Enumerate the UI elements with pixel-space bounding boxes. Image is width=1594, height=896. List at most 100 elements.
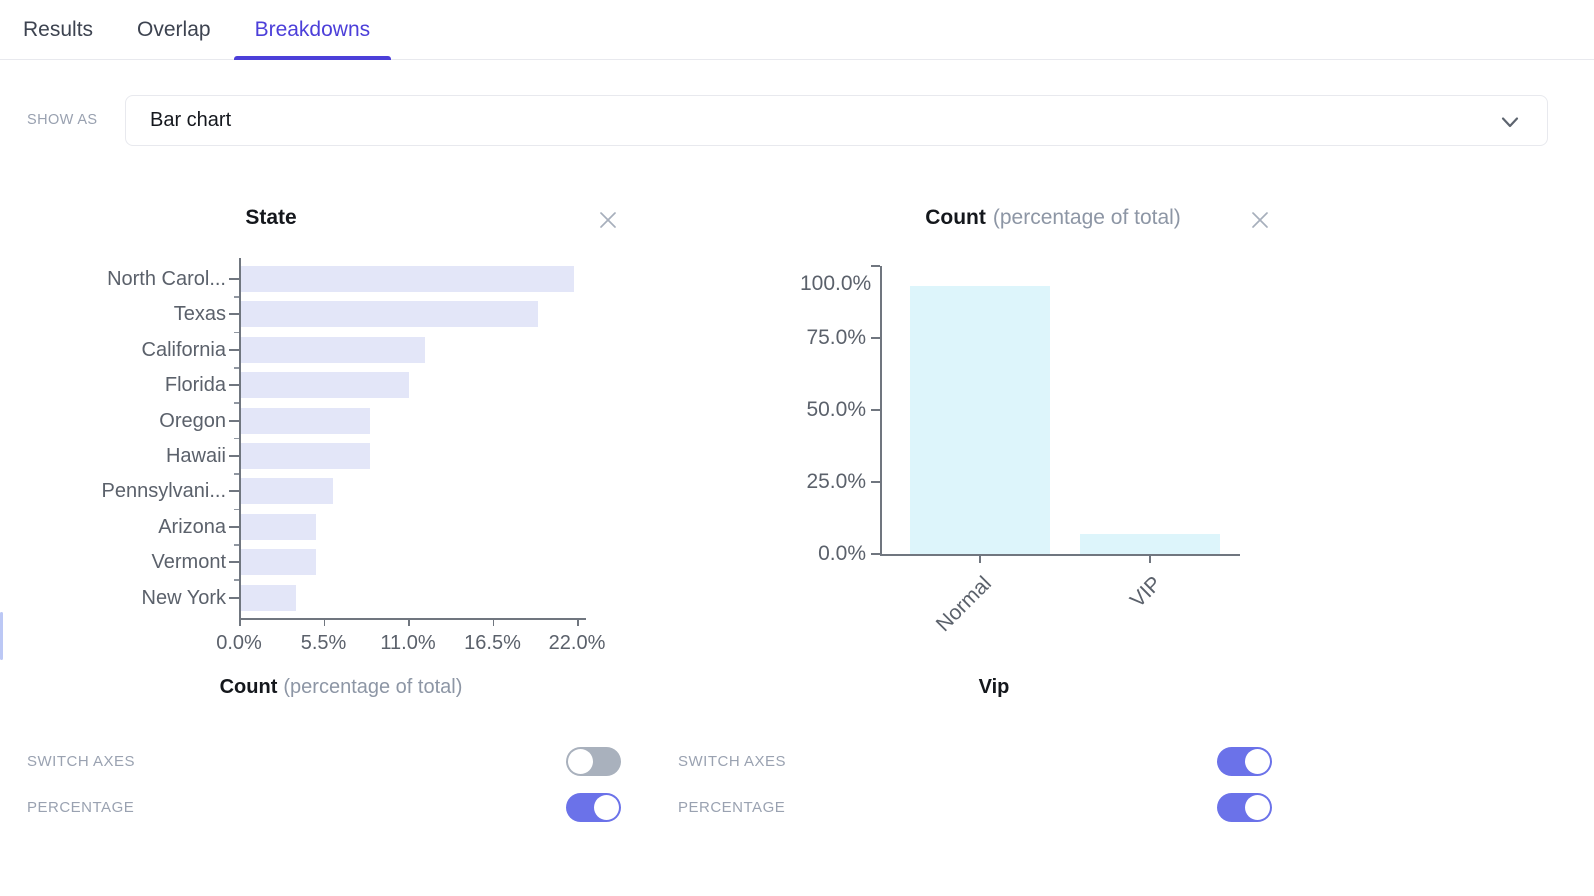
x-tick-label: 16.5% xyxy=(464,632,521,654)
category-tick xyxy=(229,384,239,387)
percentage-toggle-right[interactable] xyxy=(1217,793,1272,822)
y-tick xyxy=(871,265,880,267)
category-tick xyxy=(229,419,239,422)
vip-chart-title-main: Count xyxy=(925,206,986,229)
bar-oregon xyxy=(241,407,371,434)
minor-tick xyxy=(234,402,239,404)
y-tick-label: 25.0% xyxy=(806,470,866,493)
toggle-knob xyxy=(1245,795,1270,820)
bar-new-york xyxy=(241,584,297,611)
category-tick xyxy=(229,348,239,351)
y-tick-label: 50.0% xyxy=(806,398,866,421)
y-axis-line xyxy=(880,266,882,555)
x-tick xyxy=(323,618,325,626)
toggle-knob xyxy=(594,795,619,820)
category-tick xyxy=(229,561,239,564)
bar-vip xyxy=(1080,533,1220,554)
category-tick xyxy=(229,455,239,457)
bar-vermont xyxy=(241,549,317,576)
bar-normal xyxy=(910,286,1050,554)
category-label: North Carol... xyxy=(107,268,226,290)
toggle-knob xyxy=(568,749,593,774)
y-axis-line xyxy=(239,258,241,619)
minor-tick xyxy=(234,331,239,334)
y-tick-label: 100.0% xyxy=(800,272,872,295)
x-tick-label: 22.0% xyxy=(548,632,606,654)
x-tick-label: 11.0% xyxy=(380,632,436,654)
category-tick xyxy=(229,596,239,599)
left-edge-scroll-indicator xyxy=(0,612,3,660)
bar-pennsylvani xyxy=(241,478,334,505)
x-tick-label: 5.5% xyxy=(300,632,347,654)
category-label: Vermont xyxy=(151,551,226,574)
show-as-select[interactable]: Bar chart xyxy=(125,95,1548,146)
category-label: Hawaii xyxy=(165,445,226,467)
tabs-bar: Results Overlap Breakdowns xyxy=(0,0,1594,60)
category-label: Texas xyxy=(173,303,226,326)
category-label: New York xyxy=(141,586,227,609)
bar-arizona xyxy=(241,513,317,540)
show-as-value: Bar chart xyxy=(150,109,232,131)
x-category-label: Normal xyxy=(932,572,997,637)
switch-axes-toggle-right[interactable] xyxy=(1217,747,1272,776)
tab-breakdowns[interactable]: Breakdowns xyxy=(233,0,391,60)
category-tick xyxy=(229,313,239,316)
x-axis-title-main: Count xyxy=(219,676,278,698)
state-chart-title: State xyxy=(245,206,297,229)
minor-tick xyxy=(234,437,239,440)
x-axis-line xyxy=(880,554,1240,556)
bar-california xyxy=(241,336,426,363)
show-as-label: SHOW AS xyxy=(27,112,98,128)
category-tick xyxy=(229,278,239,280)
tab-overlap[interactable]: Overlap xyxy=(137,18,211,41)
close-icon[interactable] xyxy=(1250,210,1270,230)
x-tick xyxy=(492,618,494,626)
x-tick xyxy=(408,618,410,626)
vip-chart-title-sub: (percentage of total) xyxy=(992,206,1181,229)
x-tick xyxy=(239,618,241,626)
x-tick xyxy=(1149,555,1151,563)
y-tick xyxy=(871,553,880,555)
percentage-toggle-left[interactable] xyxy=(566,793,621,822)
x-tick xyxy=(979,555,981,563)
x-category-label: VIP xyxy=(1126,572,1167,613)
switch-axes-label-left: SWITCH AXES xyxy=(27,753,136,770)
minor-tick xyxy=(234,296,239,298)
x-axis-title: Count (percentage of total) xyxy=(220,676,463,699)
close-icon[interactable] xyxy=(598,210,618,230)
tab-results[interactable]: Results xyxy=(23,18,94,41)
category-label: Oregon xyxy=(159,409,226,432)
y-tick xyxy=(871,481,880,483)
category-label: California xyxy=(141,338,226,361)
x-axis-title: Vip xyxy=(978,676,1010,698)
minor-tick xyxy=(234,473,239,475)
minor-tick xyxy=(234,579,239,581)
bar-hawaii xyxy=(241,443,371,469)
x-tick-label: 0.0% xyxy=(216,632,262,654)
category-tick xyxy=(229,525,239,528)
vip-chart: Count (percentage of total) 100.0% 75.0% 50… xyxy=(800,190,1400,735)
x-axis-line xyxy=(239,618,586,620)
switch-axes-toggle-left[interactable] xyxy=(566,747,621,776)
category-tick xyxy=(229,490,239,493)
x-tick xyxy=(577,618,579,626)
chevron-down-icon xyxy=(1499,111,1521,133)
switch-axes-label-right: SWITCH AXES xyxy=(678,753,787,770)
y-tick xyxy=(871,409,880,411)
percentage-label-left: PERCENTAGE xyxy=(27,799,135,816)
bar-texas xyxy=(241,301,538,328)
minor-tick xyxy=(234,544,239,546)
category-label: Florida xyxy=(164,374,226,397)
state-chart: State North Carol... Texas California Flori… xyxy=(0,190,700,735)
minor-tick xyxy=(234,367,239,369)
y-tick-label: 0.0% xyxy=(818,542,866,565)
category-label: Pennsylvani... xyxy=(101,480,226,503)
y-tick xyxy=(871,337,880,339)
y-tick-label: 75.0% xyxy=(806,326,866,349)
bar-florida xyxy=(241,372,409,399)
category-label: Arizona xyxy=(158,515,226,538)
vip-chart-title: Count (percentage of total) xyxy=(925,206,1181,230)
percentage-label-right: PERCENTAGE xyxy=(678,799,786,816)
minor-tick xyxy=(234,508,239,511)
